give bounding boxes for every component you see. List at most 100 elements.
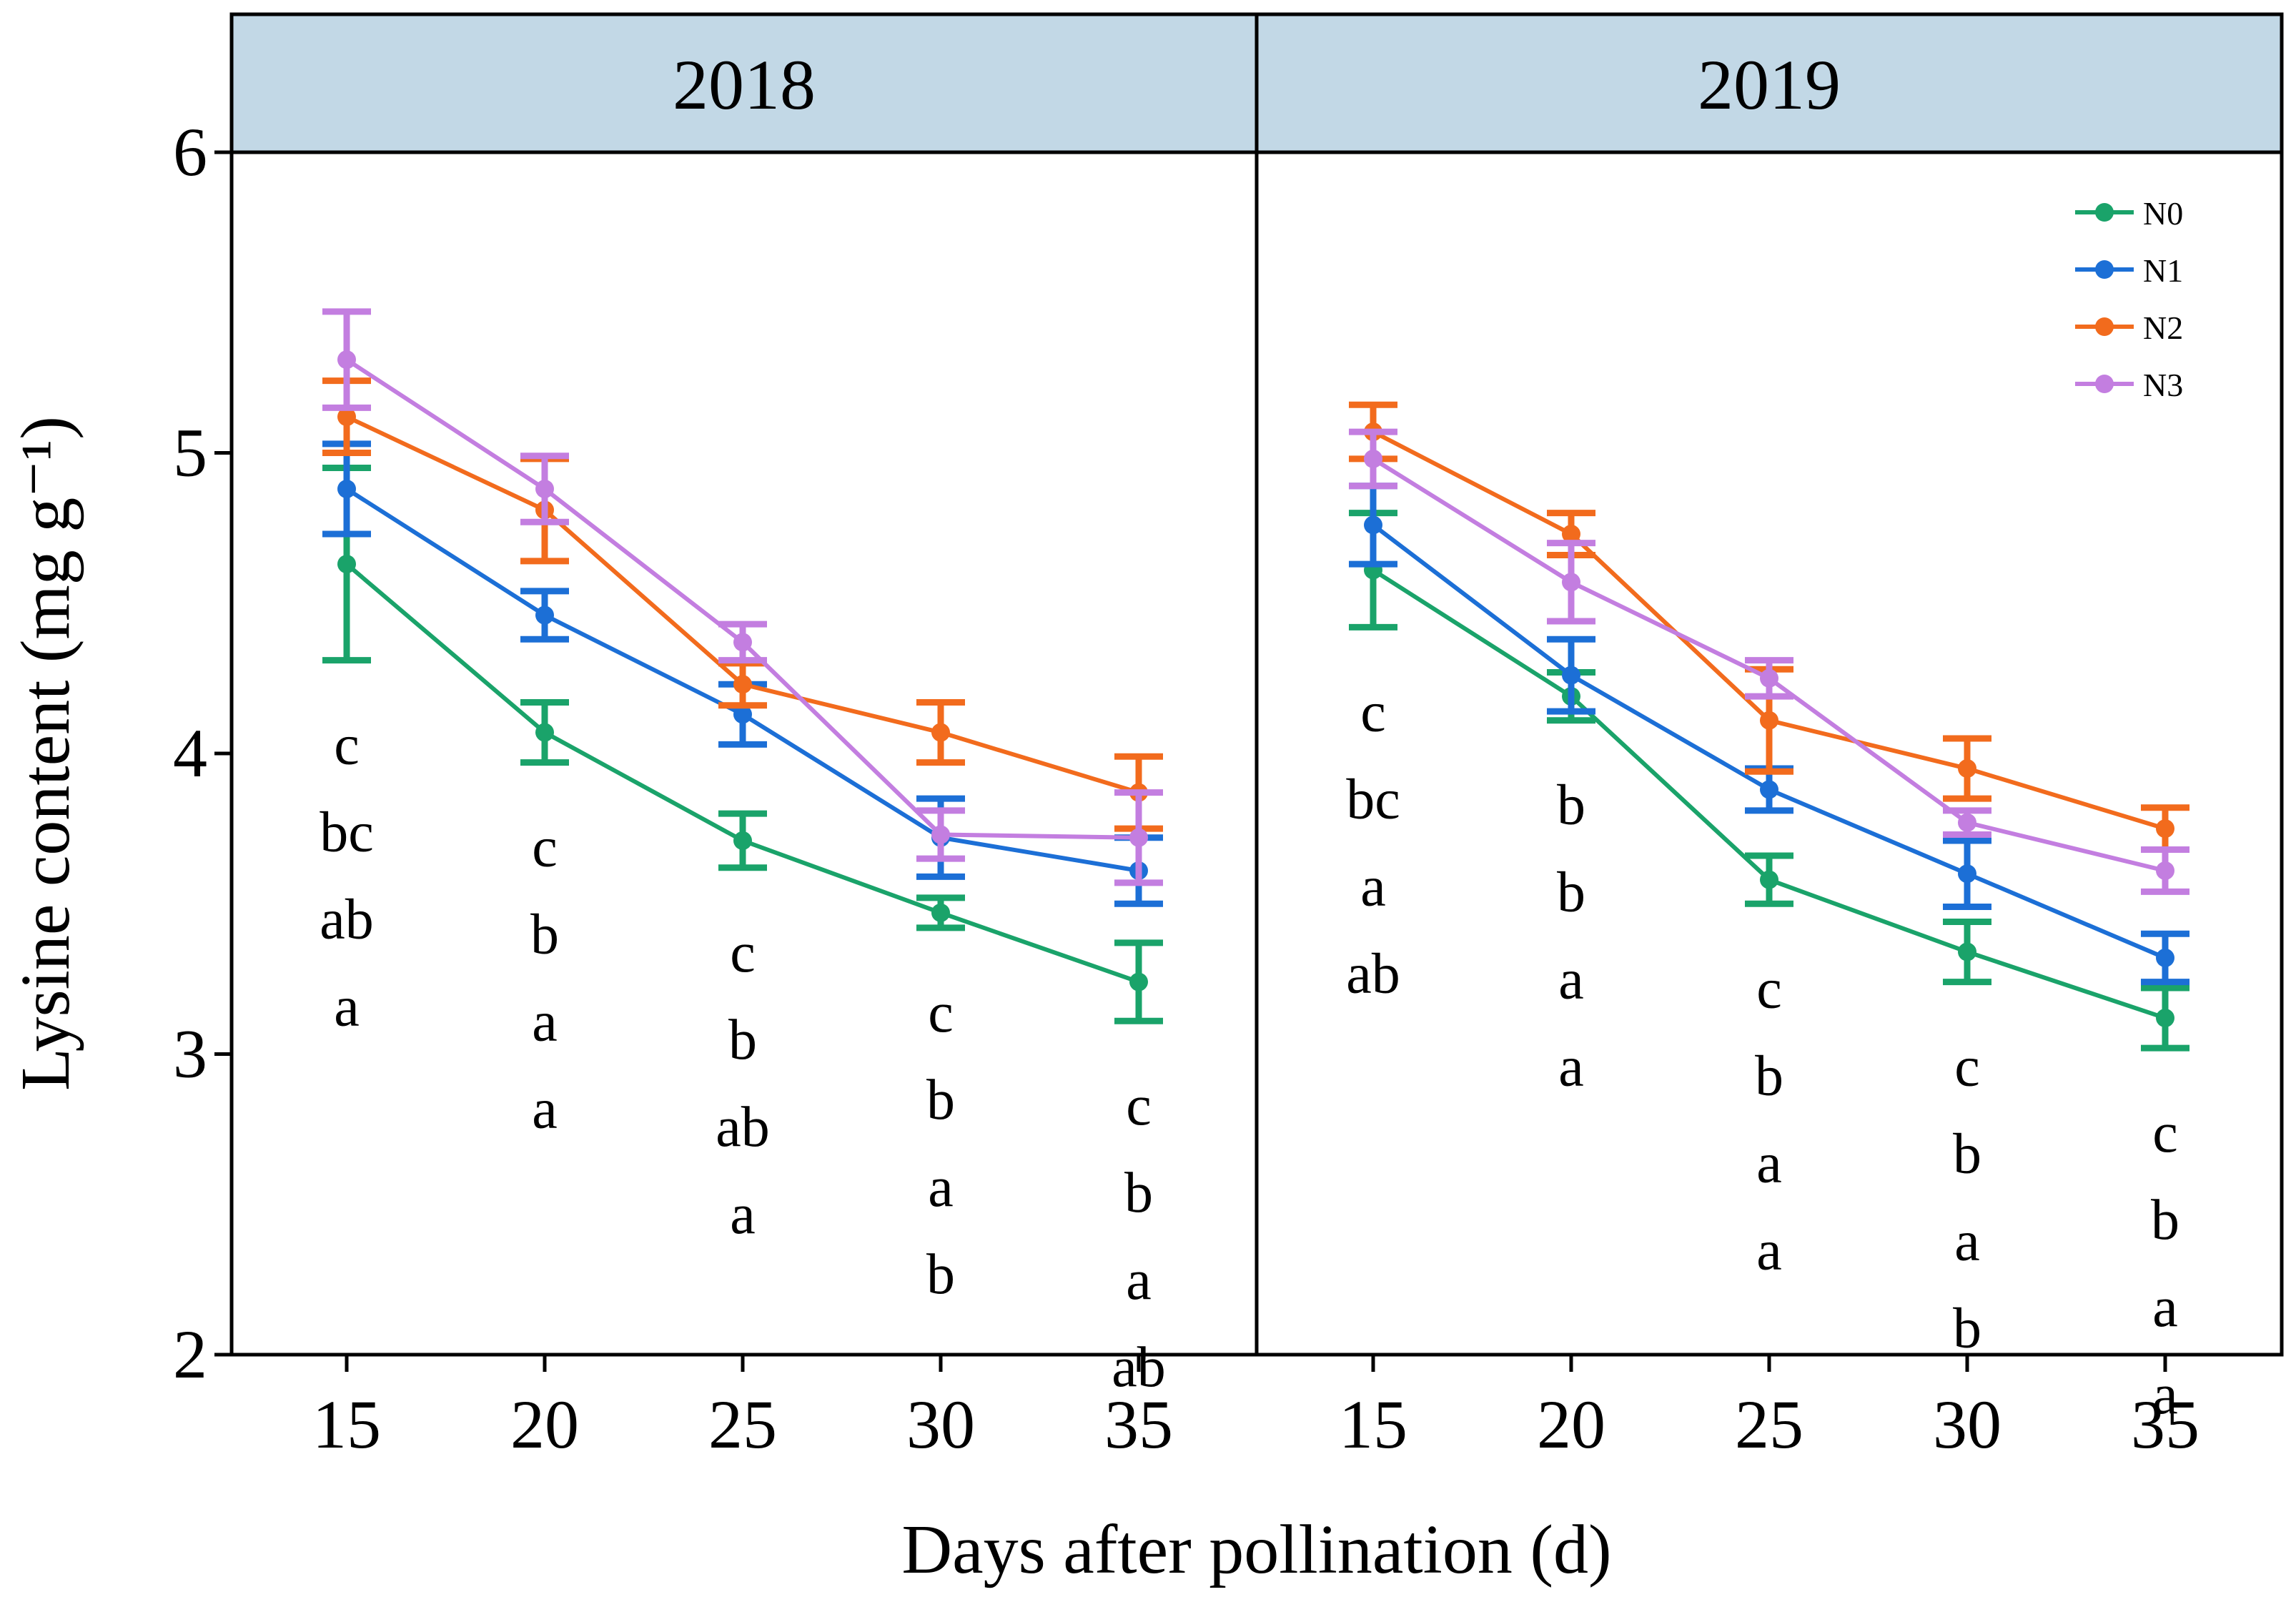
data-point-N3	[1129, 828, 1148, 847]
legend-marker-N1	[2095, 260, 2114, 279]
significance-letter: b	[530, 904, 559, 966]
data-point-N3	[733, 633, 752, 652]
data-point-N0	[1958, 942, 1976, 961]
y-tick-label: 4	[173, 715, 207, 791]
x-tick-label: 25	[1735, 1386, 1803, 1463]
significance-letter: a	[730, 1183, 756, 1246]
significance-letter: b	[1953, 1297, 1981, 1360]
panel-2019-strip	[1255, 12, 2284, 154]
significance-letter: a	[532, 1078, 558, 1141]
significance-letter: a	[1954, 1210, 1980, 1273]
significance-letter: a	[1756, 1219, 1782, 1282]
data-point-N0	[1129, 972, 1148, 992]
significance-letter: a	[1558, 949, 1584, 1012]
significance-letter: a	[532, 991, 558, 1054]
data-point-N1	[2156, 948, 2174, 967]
data-point-N1	[1364, 515, 1382, 535]
data-point-N2	[733, 675, 752, 694]
series-line-N3	[345, 357, 1139, 840]
x-tick-label: 30	[1933, 1386, 2001, 1463]
significance-letter: b	[1124, 1162, 1153, 1225]
legend-label-N0: N0	[2143, 195, 2183, 232]
x-tick-label: 30	[906, 1386, 975, 1463]
significance-letter: c	[1756, 957, 1782, 1020]
x-tick-label: 20	[510, 1386, 579, 1463]
x-tick-label: 15	[1339, 1386, 1407, 1463]
data-point-N3	[337, 350, 356, 370]
data-point-N1	[535, 605, 554, 625]
data-point-N2	[1562, 525, 1580, 544]
significance-letter: c	[1954, 1036, 1980, 1099]
data-point-N1	[1958, 864, 1976, 884]
significance-letter: ab	[320, 889, 374, 951]
legend-marker-N2	[2095, 317, 2114, 336]
x-axis-title: Days after pollination (d)	[901, 1511, 1611, 1588]
x-tick-label: 15	[312, 1386, 381, 1463]
data-point-N3	[931, 825, 950, 844]
significance-letter: a	[2152, 1363, 2178, 1426]
significance-letter: b	[926, 1243, 955, 1306]
significance-letter: a	[1558, 1036, 1584, 1099]
significance-letter: b	[1953, 1123, 1981, 1186]
significance-letter: c	[1126, 1074, 1152, 1137]
significance-letter: a	[1126, 1249, 1152, 1312]
data-point-N0	[733, 831, 752, 850]
panel-2018-frame	[229, 150, 1259, 1357]
data-point-N3	[1958, 813, 1976, 832]
data-point-N2	[1760, 711, 1778, 730]
significance-letter: bc	[320, 801, 374, 864]
significance-letter: ab	[1346, 942, 1400, 1005]
data-point-N3	[2156, 861, 2174, 880]
y-tick-label: 2	[173, 1316, 207, 1393]
data-point-N0	[1760, 870, 1778, 889]
data-point-N2	[1958, 759, 1976, 778]
data-point-N3	[1562, 573, 1580, 592]
x-tick-label: 35	[1104, 1386, 1173, 1463]
significance-letter: c	[532, 816, 558, 879]
data-point-N3	[535, 479, 554, 498]
data-point-N1	[1760, 780, 1778, 799]
data-point-N2	[931, 723, 950, 742]
data-point-N2	[2156, 819, 2174, 839]
significance-letter: c	[928, 982, 954, 1044]
legend-marker-N0	[2095, 203, 2114, 222]
significance-letter: b	[2151, 1189, 2179, 1252]
significance-letter: b	[926, 1069, 955, 1132]
data-point-N1	[733, 705, 752, 724]
significance-letter: a	[928, 1156, 954, 1219]
x-tick-label: 25	[708, 1386, 777, 1463]
legend-label-N1: N1	[2143, 252, 2183, 289]
significance-letter: a	[1756, 1132, 1782, 1195]
y-axis-title: Lysine content (mg g⁻¹)	[7, 416, 84, 1091]
significance-letter: b	[1557, 861, 1585, 924]
significance-letter: c	[730, 921, 756, 984]
data-point-N1	[1562, 666, 1580, 685]
data-point-N0	[337, 555, 356, 574]
legend-marker-N3	[2095, 375, 2114, 393]
significance-letter: c	[2152, 1102, 2178, 1165]
y-tick-label: 5	[173, 415, 207, 491]
y-tick-label: 3	[173, 1016, 207, 1092]
significance-letter: ab	[1112, 1336, 1166, 1399]
data-point-N0	[2156, 1009, 2174, 1028]
significance-letter: bc	[1346, 768, 1400, 831]
significance-letter: c	[1360, 681, 1386, 743]
significance-letter: a	[1360, 855, 1386, 918]
x-tick-label: 35	[2131, 1386, 2199, 1463]
data-point-N0	[535, 723, 554, 742]
panel-2019-title: 2019	[1698, 45, 1841, 124]
significance-letter: b	[1557, 774, 1585, 837]
data-point-N3	[1760, 668, 1778, 688]
data-point-N2	[337, 407, 356, 427]
significance-letter: b	[1755, 1044, 1783, 1107]
data-point-N3	[1364, 449, 1382, 468]
x-tick-label: 20	[1537, 1386, 1605, 1463]
panel-2018-title: 2018	[673, 45, 816, 124]
legend-label-N3: N3	[2143, 367, 2183, 403]
significance-letter: c	[334, 714, 360, 777]
data-point-N0	[931, 903, 950, 922]
significance-letter: a	[334, 976, 360, 1039]
panel-2018-strip	[229, 12, 1259, 154]
significance-letter: b	[728, 1009, 757, 1072]
